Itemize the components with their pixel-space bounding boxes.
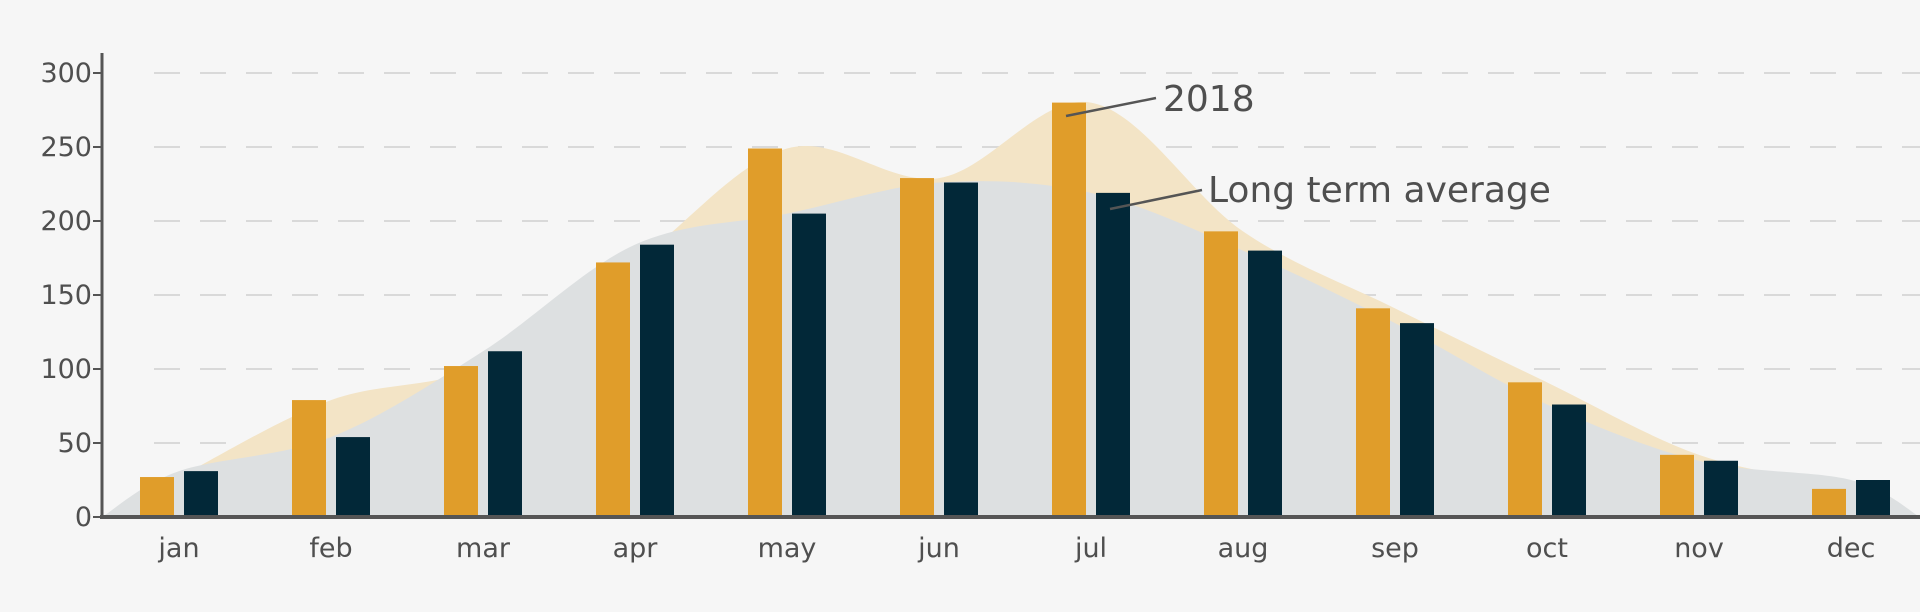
y-tick-label-150: 150 (40, 280, 92, 311)
bar-2018-mar (444, 366, 478, 517)
bar-2018-nov (1660, 454, 1694, 517)
bars (140, 102, 1890, 518)
y-tick-label-50: 50 (58, 428, 92, 459)
annotation-line-2018 (1065, 96, 1157, 118)
x-tick-label-dec: dec (1827, 533, 1876, 564)
bar-long-term-average-apr (640, 244, 674, 517)
bar-long-term-average-jan (184, 471, 218, 517)
bar-long-term-average-may (792, 213, 826, 517)
y-tick-label-0: 0 (75, 502, 92, 533)
bar-2018-dec (1812, 488, 1846, 517)
y-tick-label-300: 300 (40, 58, 92, 89)
x-tick-label-jul: jul (1074, 533, 1107, 564)
bar-2018-may (748, 148, 782, 518)
x-tick-label-apr: apr (613, 533, 659, 564)
annotation-line-long-term-average (1109, 188, 1203, 211)
bar-2018-jun (900, 178, 934, 517)
y-tick-label-250: 250 (40, 132, 92, 163)
bar-2018-jul (1052, 102, 1086, 517)
bar-long-term-average-nov (1704, 460, 1738, 517)
bar-2018-sep (1356, 308, 1390, 517)
axes: 0 50 100 150 200 250 300 jan feb mar apr may jun jul a… (40, 53, 1920, 564)
x-tick-label-feb: feb (309, 533, 352, 564)
x-tick-label-mar: mar (456, 533, 511, 564)
y-tick-label-200: 200 (40, 206, 92, 237)
bar-long-term-average-feb (336, 437, 370, 517)
bar-long-term-average-dec (1856, 480, 1890, 517)
annotation-label-long-term-average: Long term average (1208, 170, 1551, 211)
bar-long-term-average-jul (1096, 192, 1130, 517)
bar-2018-jan (140, 477, 174, 517)
x-tick-label-aug: aug (1218, 533, 1269, 564)
bar-2018-apr (596, 262, 630, 517)
x-tick-label-may: may (758, 533, 817, 564)
x-tick-label-jun: jun (917, 533, 960, 564)
bar-2018-feb (292, 400, 326, 517)
bar-2018-aug (1204, 231, 1238, 518)
bar-long-term-average-aug (1248, 250, 1282, 517)
bar-long-term-average-oct (1552, 404, 1586, 517)
annotations: 2018 Long term average (1065, 79, 1551, 211)
x-tick-label-oct: oct (1526, 533, 1568, 564)
annotation-label-2018: 2018 (1163, 79, 1255, 120)
background-areas (102, 101, 1920, 518)
bar-long-term-average-sep (1400, 323, 1434, 517)
x-tick-label-nov: nov (1674, 533, 1724, 564)
y-tick-label-100: 100 (40, 354, 92, 385)
bar-2018-oct (1508, 382, 1542, 517)
bar-long-term-average-mar (488, 351, 522, 517)
x-tick-label-jan: jan (157, 533, 199, 564)
area-long-term-average (102, 181, 1920, 518)
bar-long-term-average-jun (944, 182, 978, 517)
x-tick-label-sep: sep (1371, 533, 1419, 564)
